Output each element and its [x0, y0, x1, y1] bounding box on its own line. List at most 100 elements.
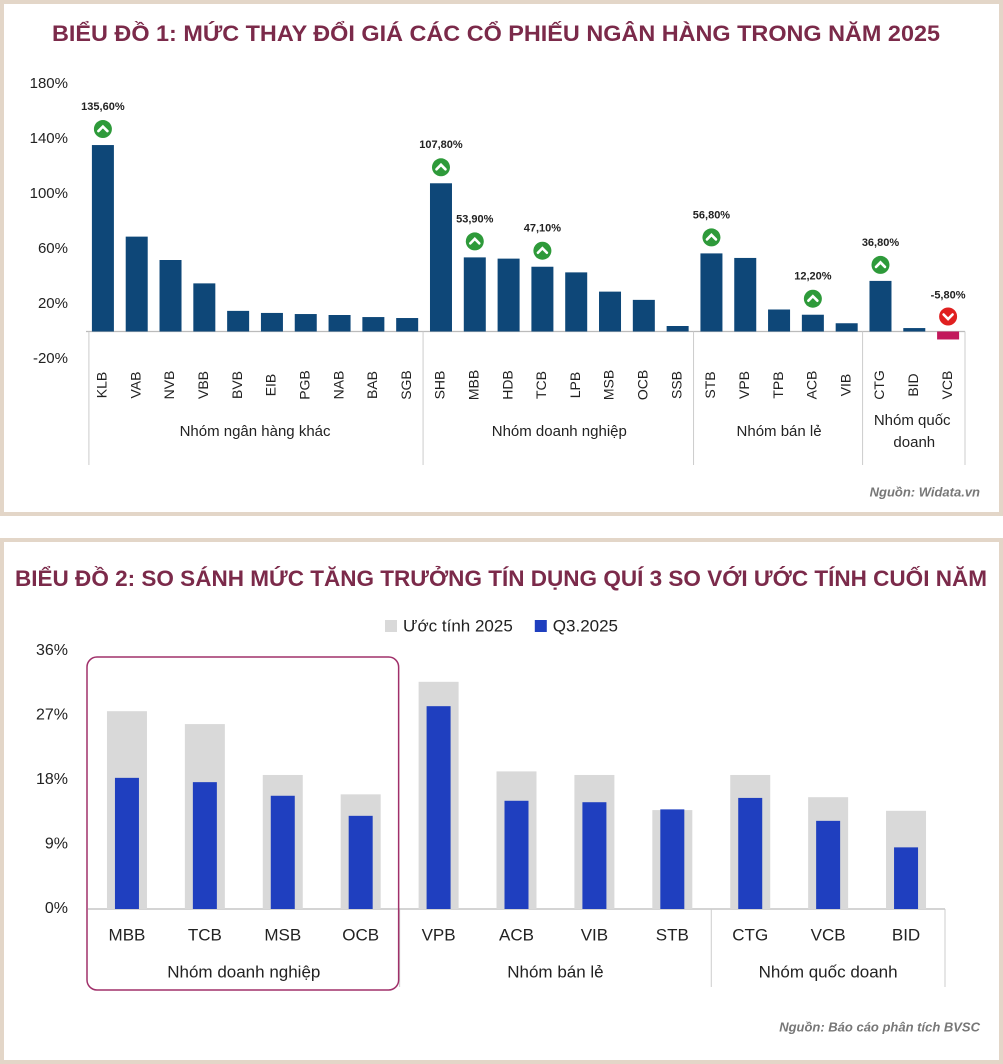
x-tick-label: BID	[892, 925, 920, 944]
group-label: Nhóm ngân hàng khác	[180, 423, 331, 440]
y-tick-label: 20%	[38, 295, 68, 312]
trend-icon	[702, 228, 721, 247]
bar	[531, 266, 554, 332]
x-tick-label: VAB	[127, 372, 143, 399]
bar	[192, 782, 217, 909]
trend-icon	[431, 158, 450, 177]
value-label: 107,80%	[419, 139, 463, 151]
x-tick-label: PGB	[296, 370, 312, 400]
x-tick-label: VPB	[736, 371, 752, 399]
bar	[835, 323, 858, 332]
y-tick-label: 0%	[45, 900, 68, 917]
legend-label: Q3.2025	[553, 616, 618, 635]
bar	[903, 328, 926, 332]
group-label: Nhóm doanh nghiệp	[492, 423, 627, 440]
bar	[396, 318, 419, 332]
bar	[125, 236, 148, 332]
trend-arrow	[435, 162, 447, 171]
group-label: Nhóm bán lẻ	[737, 423, 822, 440]
x-tick-label: OCB	[635, 370, 651, 400]
x-tick-label: MBB	[109, 925, 146, 944]
x-tick-label: TPB	[770, 371, 786, 398]
bar	[738, 797, 763, 909]
trend-icon	[871, 255, 890, 274]
highlight-box	[86, 656, 400, 991]
trend-arrow	[874, 260, 887, 269]
x-tick-label: CTG	[871, 370, 887, 400]
y-tick-label: 27%	[36, 707, 68, 724]
value-label: 53,90%	[456, 213, 494, 225]
x-tick-label: TCB	[533, 371, 549, 399]
y-tick-label: 9%	[45, 836, 68, 853]
bar	[328, 315, 351, 332]
x-tick-label: NVB	[161, 371, 177, 400]
bar	[768, 309, 791, 332]
bar	[660, 809, 685, 909]
bar	[937, 331, 960, 340]
bar	[816, 820, 841, 909]
x-tick-label: HDB	[499, 370, 515, 400]
trend-arrow	[807, 294, 819, 303]
legend-swatch	[385, 620, 397, 632]
x-tick-label: OCB	[342, 925, 379, 944]
bar	[666, 326, 689, 332]
bar	[463, 257, 486, 332]
x-tick-label: LPB	[567, 372, 583, 398]
trend-arrow	[468, 237, 481, 245]
trend-icon	[533, 241, 552, 260]
x-tick-label: KLB	[94, 372, 110, 398]
source: Nguồn: Widata.vn	[870, 484, 980, 499]
y-tick-label: 140%	[30, 130, 68, 147]
legend-label: Ước tính 2025	[403, 616, 513, 635]
trend-icon	[465, 232, 484, 251]
x-tick-label: STB	[702, 371, 718, 398]
bar	[734, 257, 757, 332]
bar	[801, 314, 824, 332]
group-label: Nhóm quốc doanh	[874, 412, 955, 451]
group-label: Nhóm quốc doanh	[759, 962, 898, 981]
chart-title: BIỂU ĐỒ 2: SO SÁNH MỨC TĂNG TRƯỞNG TÍN D…	[15, 565, 987, 591]
y-tick-label: 18%	[36, 771, 68, 788]
bar	[497, 258, 520, 332]
x-tick-label: SHB	[432, 371, 448, 400]
value-label: 56,80%	[693, 209, 731, 221]
x-tick-label: TCB	[188, 925, 222, 944]
legend-swatch	[534, 620, 547, 632]
bar	[91, 145, 114, 332]
x-tick-label: BVB	[229, 371, 245, 399]
trend-arrow	[97, 124, 109, 133]
x-tick-label: VCB	[811, 925, 846, 944]
value-label: 12,20%	[794, 271, 832, 283]
x-tick-label: MBB	[465, 370, 481, 400]
x-tick-label: NAB	[330, 371, 346, 400]
group-label: Nhóm doanh nghiệp	[167, 962, 320, 981]
panel	[0, 0, 1003, 516]
bar	[700, 253, 723, 332]
bar	[504, 800, 529, 909]
x-tick-label: VBB	[195, 371, 211, 399]
y-tick-label: -20%	[33, 350, 68, 367]
y-tick-label: 36%	[36, 642, 68, 659]
chart-title: BIỂU ĐỒ 1: MỨC THAY ĐỔI GIÁ CÁC CỔ PHIẾU…	[52, 21, 940, 46]
x-tick-label: STB	[656, 925, 689, 944]
x-tick-label: VPB	[422, 925, 456, 944]
x-tick-label: SSB	[668, 371, 684, 399]
trend-icon	[939, 307, 958, 326]
bar	[869, 280, 892, 332]
value-label: 135,60%	[81, 101, 125, 113]
x-tick-label: MSB	[264, 925, 301, 944]
value-label: -5,80%	[931, 289, 966, 301]
bar	[270, 795, 295, 909]
bar	[565, 272, 588, 332]
bar	[582, 802, 607, 909]
trend-arrow	[705, 233, 718, 241]
y-tick-label: 60%	[38, 240, 68, 257]
source: Nguồn: Báo cáo phân tích BVSC	[779, 1019, 980, 1034]
x-tick-label: VIB	[581, 925, 608, 944]
bar	[114, 777, 139, 909]
trend-arrow	[942, 313, 954, 321]
bar	[159, 260, 182, 332]
bar	[294, 314, 317, 332]
bar	[894, 847, 919, 909]
